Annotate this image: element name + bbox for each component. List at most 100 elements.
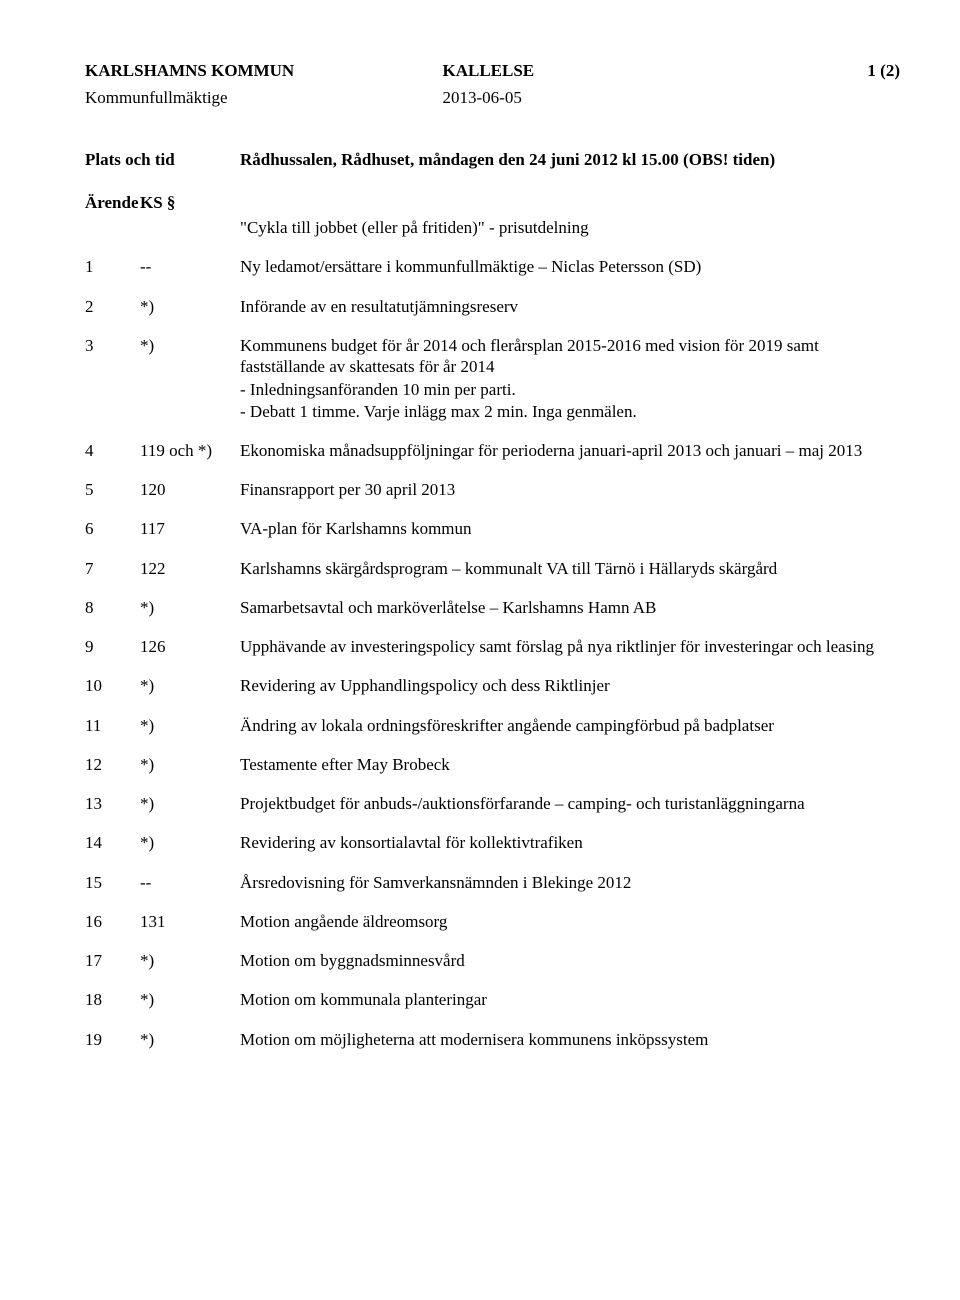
item-description-text: Finansrapport per 30 april 2013 — [240, 480, 455, 499]
item-description: VA-plan för Karlshamns kommun — [240, 518, 900, 539]
item-description: Samarbetsavtal och marköverlåtelse – Kar… — [240, 597, 900, 618]
item-description: Revidering av konsortialavtal för kollek… — [240, 832, 900, 853]
spacer — [800, 87, 900, 108]
item-ks: 131 — [140, 911, 240, 932]
document-header: KARLSHAMNS KOMMUN KALLELSE 1 (2) — [85, 60, 900, 81]
item-description: Ändring av lokala ordningsföreskrifter a… — [240, 715, 900, 736]
item-number: 4 — [85, 440, 140, 461]
doc-type: KALLELSE — [443, 60, 743, 81]
item-number: 2 — [85, 296, 140, 317]
item-ks: 122 — [140, 558, 240, 579]
item-number: 9 — [85, 636, 140, 657]
item-description: Kommunens budget för år 2014 och flerårs… — [240, 335, 900, 422]
item-ks: *) — [140, 754, 240, 775]
body-name: Kommunfullmäktige — [85, 87, 385, 108]
item-ks: *) — [140, 715, 240, 736]
agenda-item: 19*)Motion om möjligheterna att modernis… — [85, 1029, 900, 1050]
item-ks: *) — [140, 832, 240, 853]
item-description-text: Motion om möjligheterna att modernisera … — [240, 1030, 708, 1049]
item-ks: *) — [140, 335, 240, 356]
agenda-item: 2*)Införande av en resultatutjämningsres… — [85, 296, 900, 317]
document-subheader: Kommunfullmäktige 2013-06-05 — [85, 87, 900, 108]
agenda-item: 4119 och *)Ekonomiska månadsuppföljninga… — [85, 440, 900, 461]
item-description: Motion angående äldreomsorg — [240, 911, 900, 932]
item-description-text: Samarbetsavtal och marköverlåtelse – Kar… — [240, 598, 656, 617]
item-number: 10 — [85, 675, 140, 696]
item-number: 11 — [85, 715, 140, 736]
page-number: 1 (2) — [800, 60, 900, 81]
item-ks: *) — [140, 950, 240, 971]
doc-date: 2013-06-05 — [443, 87, 743, 108]
agenda-item: 6117VA-plan för Karlshamns kommun — [85, 518, 900, 539]
item-description-text: Ekonomiska månadsuppföljningar för perio… — [240, 441, 862, 460]
agenda-items: 1 -- Ny ledamot/ersättare i kommunfullmäkt… — [85, 256, 900, 1050]
item-number: 18 — [85, 989, 140, 1010]
agenda-item: 16131Motion angående äldreomsorg — [85, 911, 900, 932]
spacer — [85, 217, 140, 238]
item-description-text: VA-plan för Karlshamns kommun — [240, 519, 472, 538]
item-ks: *) — [140, 989, 240, 1010]
item-description-text: Revidering av konsortialavtal för kollek… — [240, 833, 583, 852]
item-description: Testamente efter May Brobeck — [240, 754, 900, 775]
item-bullet: Debatt 1 timme. Varje inlägg max 2 min. … — [240, 401, 900, 422]
item-description-text: Ny ledamot/ersättare i kommunfullmäktige… — [240, 257, 701, 276]
col-header-ks: KS § — [140, 192, 240, 213]
agenda-item: 12*)Testamente efter May Brobeck — [85, 754, 900, 775]
item-number: 15 — [85, 872, 140, 893]
agenda-item: 5120Finansrapport per 30 april 2013 — [85, 479, 900, 500]
col-header-spacer — [240, 192, 900, 213]
agenda-item: 15--Årsredovisning för Samverkansnämnden… — [85, 872, 900, 893]
item-ks: *) — [140, 1029, 240, 1050]
spacer — [140, 217, 240, 238]
col-header-arende: Ärende — [85, 192, 140, 213]
agenda-item: 7122Karlshamns skärgårdsprogram – kommun… — [85, 558, 900, 579]
place-time-label: Plats och tid — [85, 149, 240, 170]
item-description-text: Revidering av Upphandlingspolicy och des… — [240, 676, 610, 695]
item-description-text: Testamente efter May Brobeck — [240, 755, 450, 774]
item-description: Motion om kommunala planteringar — [240, 989, 900, 1010]
agenda-item: 1--Ny ledamot/ersättare i kommunfullmäkt… — [85, 256, 900, 277]
item-description: Motion om möjligheterna att modernisera … — [240, 1029, 900, 1050]
item-number: 3 — [85, 335, 140, 356]
item-ks: *) — [140, 296, 240, 317]
item-description: Karlshamns skärgårdsprogram – kommunalt … — [240, 558, 900, 579]
agenda-subtitle-row: "Cykla till jobbet (eller på fritiden)" … — [85, 217, 900, 238]
agenda-item: 10*)Revidering av Upphandlingspolicy och… — [85, 675, 900, 696]
agenda-item: 11*)Ändring av lokala ordningsföreskrift… — [85, 715, 900, 736]
agenda-header: Ärende KS § — [85, 192, 900, 213]
item-number: 17 — [85, 950, 140, 971]
item-description-text: Årsredovisning för Samverkansnämnden i B… — [240, 873, 631, 892]
agenda-subtitle: "Cykla till jobbet (eller på fritiden)" … — [240, 217, 900, 238]
item-number: 5 — [85, 479, 140, 500]
item-ks: -- — [140, 872, 240, 893]
item-number: 14 — [85, 832, 140, 853]
item-description-text: Motion angående äldreomsorg — [240, 912, 447, 931]
item-description: Ekonomiska månadsuppföljningar för perio… — [240, 440, 900, 461]
agenda-item: 9126Upphävande av investeringspolicy sam… — [85, 636, 900, 657]
agenda-item: 8*)Samarbetsavtal och marköverlåtelse – … — [85, 597, 900, 618]
item-description-text: Motion om byggnadsminnesvård — [240, 951, 465, 970]
item-description-text: Motion om kommunala planteringar — [240, 990, 487, 1009]
agenda-item: 17*)Motion om byggnadsminnesvård — [85, 950, 900, 971]
item-description-text: Kommunens budget för år 2014 och flerårs… — [240, 336, 819, 376]
item-number: 12 — [85, 754, 140, 775]
item-description-text: Upphävande av investeringspolicy samt fö… — [240, 637, 874, 656]
item-number: 19 — [85, 1029, 140, 1050]
item-description-text: Ändring av lokala ordningsföreskrifter a… — [240, 716, 774, 735]
item-bullets: Inledningsanföranden 10 min per parti.De… — [240, 379, 900, 422]
agenda-item: 14*)Revidering av konsortialavtal för ko… — [85, 832, 900, 853]
item-description: Projektbudget för anbuds-/auktionsförfar… — [240, 793, 900, 814]
item-description: Revidering av Upphandlingspolicy och des… — [240, 675, 900, 696]
item-description: Årsredovisning för Samverkansnämnden i B… — [240, 872, 900, 893]
agenda-item: 13*)Projektbudget för anbuds-/auktionsfö… — [85, 793, 900, 814]
item-ks: *) — [140, 793, 240, 814]
item-description: Ny ledamot/ersättare i kommunfullmäktige… — [240, 256, 900, 277]
item-number: 1 — [85, 256, 140, 277]
item-bullet: Inledningsanföranden 10 min per parti. — [240, 379, 900, 400]
item-ks: 120 — [140, 479, 240, 500]
place-time-row: Plats och tid Rådhussalen, Rådhuset, mån… — [85, 149, 900, 170]
item-number: 6 — [85, 518, 140, 539]
item-number: 8 — [85, 597, 140, 618]
item-description-text: Karlshamns skärgårdsprogram – kommunalt … — [240, 559, 777, 578]
item-ks: *) — [140, 675, 240, 696]
